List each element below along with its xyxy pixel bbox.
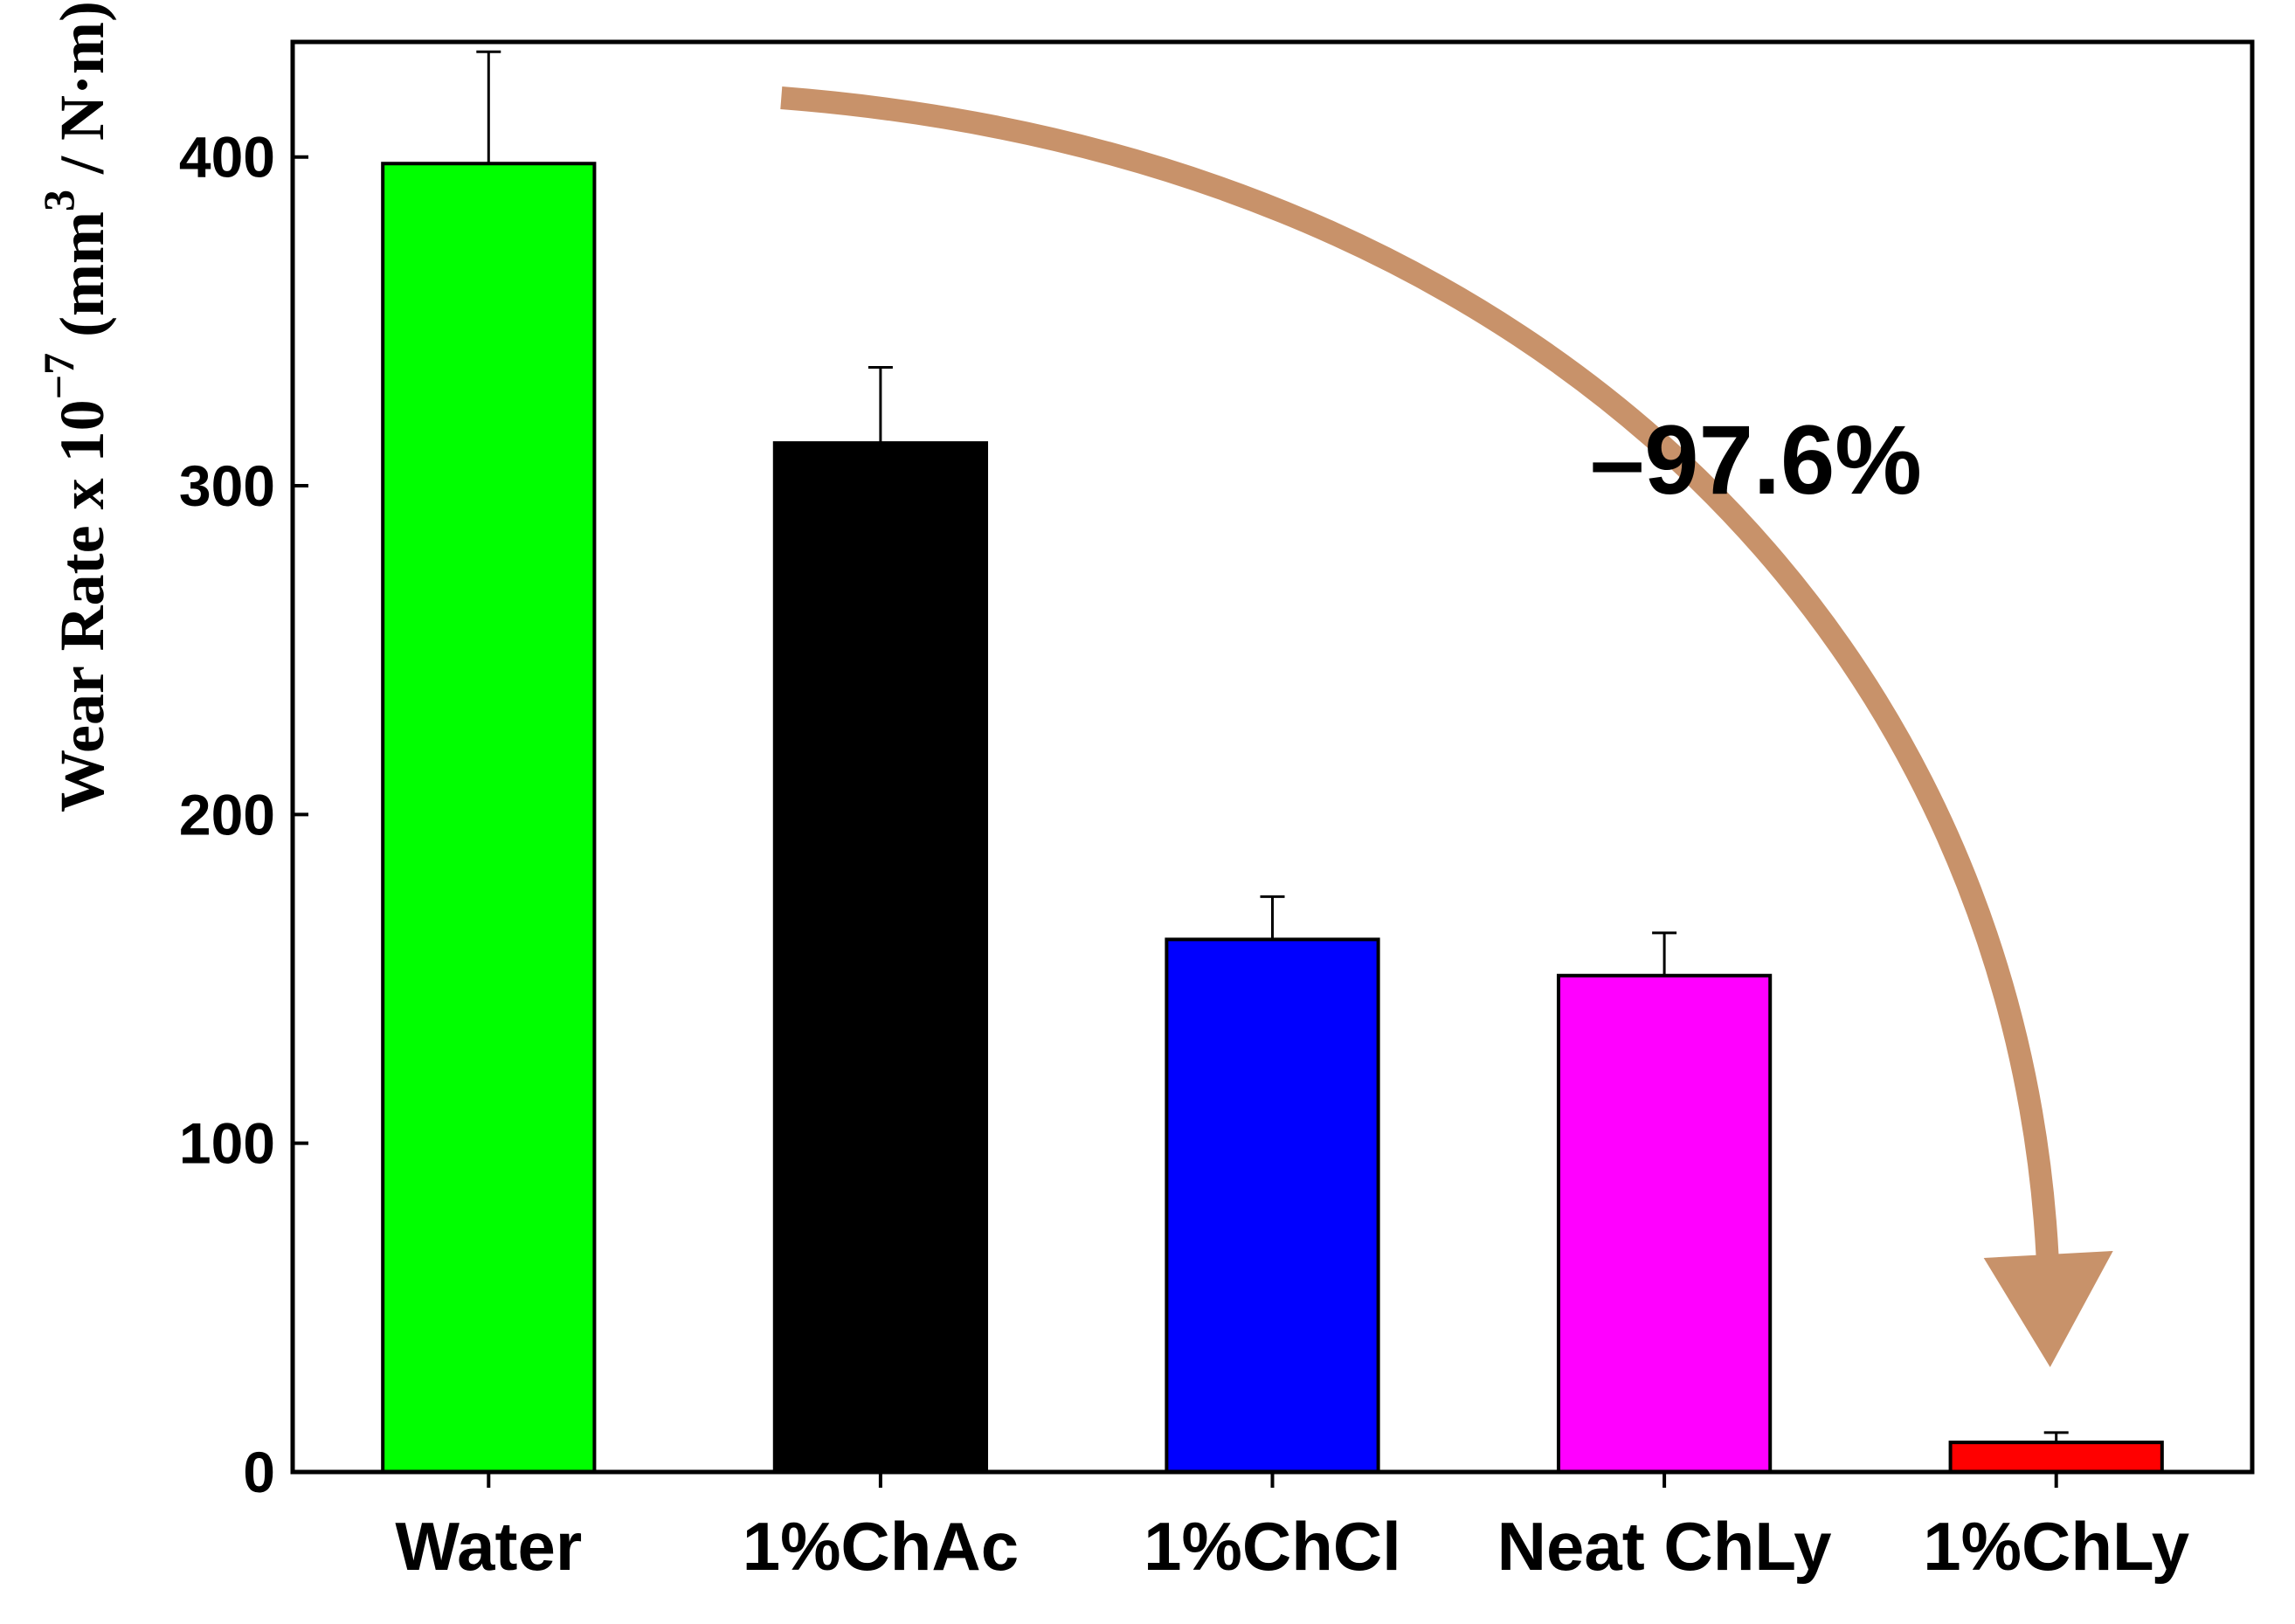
y-axis-label-unit-close: / N·m) [47, 1, 117, 190]
y-axis-label: Wear Rate x 10−7 (mm3 / N·m) [34, 1, 117, 812]
bar [1165, 937, 1380, 1474]
reduction-arrow [780, 86, 2113, 1367]
y-axis-label-exponent: −7 [34, 353, 83, 400]
reduction-annotation: –97.6% [1590, 405, 1922, 515]
bar [772, 441, 989, 1474]
arrow-head [1983, 1251, 2113, 1367]
x-tick-label: 1%ChCl [1144, 1508, 1401, 1585]
axes-group: 0 100 200 300 400 Water 1%ChAc 1%ChCl Neat ChLy 1… [179, 39, 2255, 1585]
y-tick-label: 0 [243, 1440, 275, 1504]
y-axis-label-main: Wear Rate x 10 [47, 399, 117, 812]
y-tick-label: 300 [179, 453, 275, 518]
y-axis-label-unit-exponent: 3 [34, 190, 83, 211]
arrow-shaft [780, 86, 2059, 1259]
bar [1948, 1441, 2164, 1474]
y-tick-label: 200 [179, 782, 275, 847]
bar [381, 162, 597, 1474]
bar [1556, 973, 1773, 1474]
x-tick-label: 1%ChAc [743, 1508, 1019, 1585]
x-tick-label: Water [395, 1508, 582, 1585]
x-tick-label: 1%ChLy [1923, 1508, 2189, 1585]
bars-group [381, 50, 2164, 1474]
y-tick-label: 400 [179, 125, 275, 190]
y-axis-label-unit: (mm [47, 211, 117, 353]
y-tick-label: 100 [179, 1111, 275, 1176]
x-tick-label: Neat ChLy [1497, 1508, 1832, 1585]
